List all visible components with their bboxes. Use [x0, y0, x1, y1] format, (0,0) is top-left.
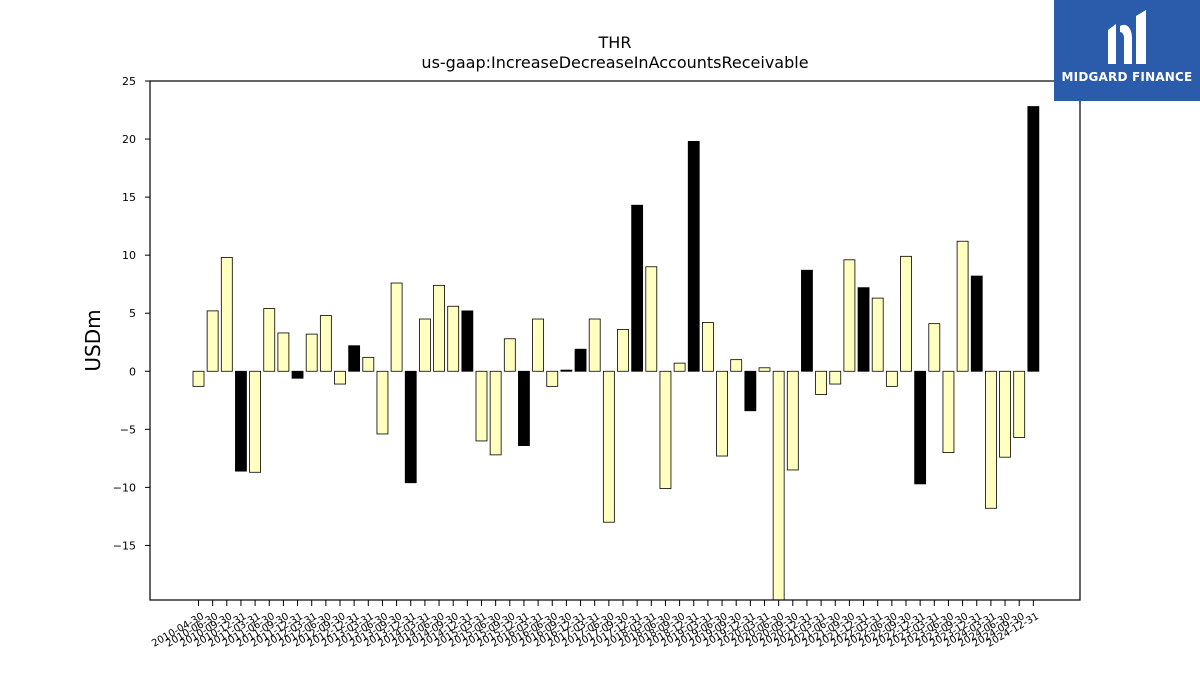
- bar: [1027, 106, 1040, 372]
- bar: [390, 282, 403, 372]
- y-tick-label: 20: [122, 133, 136, 146]
- bar: [659, 370, 672, 489]
- bar: [433, 284, 445, 372]
- bar: [192, 370, 205, 387]
- bar: [220, 257, 233, 372]
- bar: [801, 269, 813, 372]
- y-axis-label: USDm: [81, 309, 105, 371]
- bar: [461, 310, 474, 372]
- brand-name: MIDGARD FINANCE: [1061, 70, 1193, 84]
- bar: [744, 370, 757, 412]
- bar: [404, 370, 417, 484]
- bar: [291, 370, 304, 379]
- bar: [772, 370, 785, 601]
- bar: [277, 332, 290, 372]
- bar: [475, 370, 488, 442]
- bar: [376, 370, 389, 435]
- y-tick-label: 15: [122, 191, 136, 204]
- bar: [702, 322, 714, 372]
- bar: [970, 275, 983, 372]
- bar: [673, 362, 686, 372]
- bar: [305, 333, 318, 372]
- bar: [730, 359, 743, 372]
- bar: [518, 370, 530, 446]
- bar: [319, 315, 332, 372]
- plot-frame: [149, 80, 1081, 601]
- bar: [716, 370, 728, 457]
- bar: [843, 259, 856, 372]
- bar: [815, 370, 827, 395]
- y-tick-label: 0: [129, 365, 136, 378]
- bar: [617, 329, 629, 372]
- bar: [871, 297, 884, 372]
- chart-title: THR: [598, 33, 632, 52]
- bar: [334, 370, 346, 385]
- bar: [249, 370, 262, 473]
- chart-subtitle: us-gaap:IncreaseDecreaseInAccountsReceiv…: [421, 53, 809, 72]
- bar: [588, 318, 601, 372]
- bar: [532, 318, 544, 372]
- bar: [602, 370, 615, 523]
- brand-logo: MIDGARD FINANCE: [1054, 0, 1200, 101]
- bar: [362, 356, 375, 372]
- bar: [489, 370, 502, 456]
- bar: [914, 370, 927, 485]
- bar: [900, 255, 912, 372]
- y-tick-label: −10: [113, 481, 136, 494]
- y-tick-label: −15: [113, 539, 136, 552]
- bar: [235, 370, 247, 472]
- y-tick-label: 10: [122, 249, 136, 262]
- bar: [829, 370, 842, 385]
- bar: [348, 345, 361, 372]
- bar: [206, 310, 219, 372]
- bar: [928, 323, 941, 372]
- bar: [956, 240, 969, 372]
- bar: [546, 370, 559, 387]
- bar: [560, 369, 573, 372]
- bar: [999, 370, 1011, 458]
- brand-mark-icon: [1108, 10, 1146, 64]
- bar: [857, 287, 870, 372]
- bar: [503, 338, 516, 372]
- bar: [985, 370, 997, 509]
- bar: [574, 348, 587, 372]
- bar: [1013, 370, 1026, 438]
- y-tick-label: 5: [129, 307, 136, 320]
- bar: [687, 140, 700, 372]
- bar: [758, 367, 771, 372]
- bar: [263, 308, 276, 372]
- bar: [418, 318, 431, 372]
- bar: [645, 266, 658, 372]
- bar: [786, 370, 799, 471]
- y-tick-label: −5: [120, 423, 136, 436]
- bar: [942, 370, 955, 453]
- bar: [631, 204, 644, 372]
- bar: [885, 370, 898, 387]
- y-tick-label: 25: [122, 75, 136, 88]
- bar: [447, 305, 460, 372]
